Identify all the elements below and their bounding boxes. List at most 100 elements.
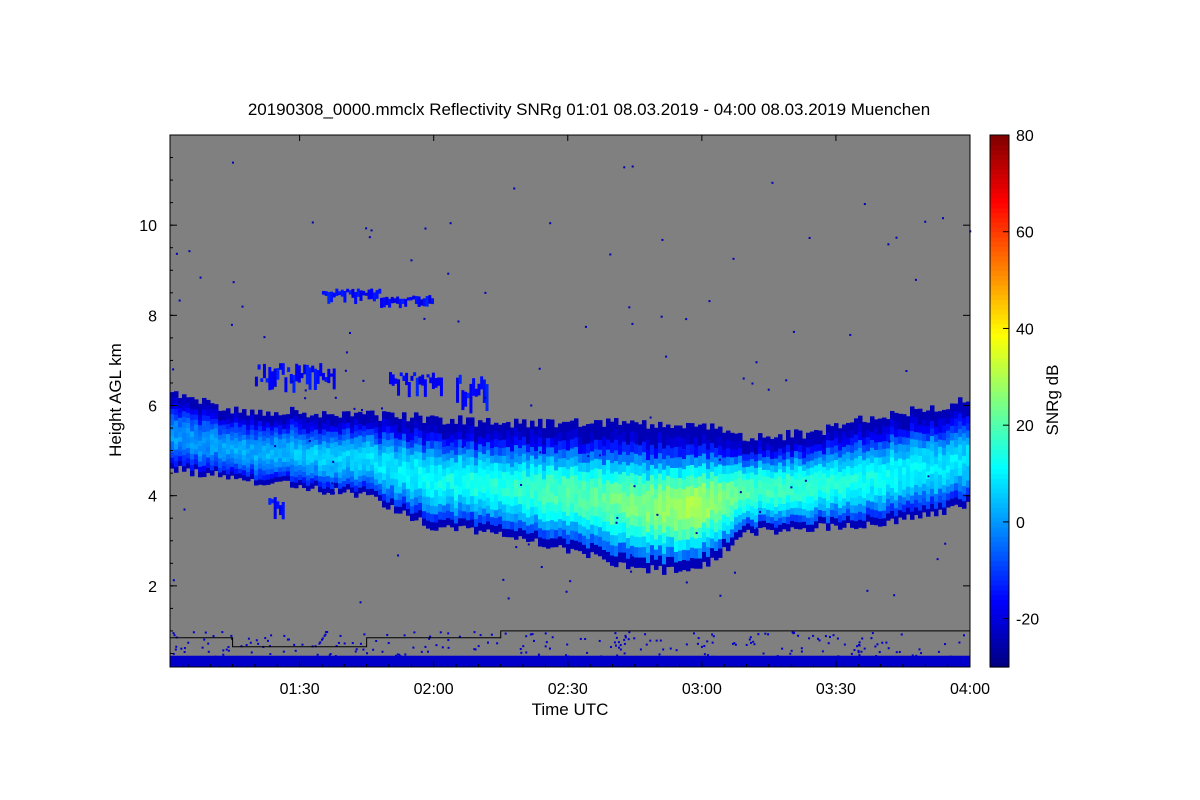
cloud-cell — [406, 468, 411, 476]
cloud-cell — [906, 416, 911, 424]
cloud-cell — [830, 509, 835, 517]
clutter-dot — [183, 650, 186, 653]
cloud-cell — [906, 430, 911, 438]
cloud-cell — [542, 436, 547, 446]
cloud-cell — [902, 414, 907, 423]
cloud-cell — [417, 296, 421, 307]
cloud-cell — [678, 467, 683, 478]
cloud-cell — [342, 486, 347, 493]
cloud-cell — [458, 423, 463, 432]
cloud-cell — [314, 480, 319, 486]
cloud-cell — [354, 467, 359, 474]
noise-dot — [895, 236, 898, 239]
cloud-cell — [866, 478, 871, 487]
cloud-cell — [754, 514, 759, 523]
cloud-cell — [814, 513, 819, 522]
cloud-cell — [846, 437, 851, 445]
cloud-cell — [534, 506, 539, 515]
cloud-cell — [494, 470, 499, 479]
clutter-dot — [413, 631, 416, 634]
cloud-cell — [766, 522, 771, 530]
cloud-cell — [674, 446, 679, 458]
cloud-cell — [478, 459, 483, 468]
cloud-cell — [898, 450, 903, 459]
cloud-cell — [550, 437, 555, 448]
cloud-cell — [870, 447, 875, 456]
cloud-cell — [858, 447, 863, 457]
cloud-cell — [238, 412, 243, 418]
clutter-dot — [220, 656, 223, 659]
cloud-cell — [702, 443, 707, 454]
cloud-cell — [874, 426, 879, 435]
cloud-cell — [346, 433, 351, 440]
cloud-cell — [570, 448, 575, 458]
cloud-cell — [746, 466, 751, 474]
cloud-cell — [782, 490, 787, 498]
cloud-cell — [338, 428, 343, 435]
cloud-cell — [406, 454, 411, 463]
cloud-cell — [394, 424, 399, 432]
cloud-cell — [558, 484, 563, 494]
cloud-cell — [846, 508, 851, 516]
cloud-cell — [474, 426, 479, 435]
cloud-cell — [450, 442, 455, 451]
cloud-cell — [270, 415, 275, 422]
cloud-cell — [350, 427, 355, 434]
cloud-cell — [382, 500, 387, 508]
cloud-cell — [342, 434, 347, 441]
cloud-cell — [714, 522, 719, 533]
cloud-cell — [614, 556, 619, 568]
clutter-dot — [525, 651, 528, 654]
cloud-cell — [634, 494, 639, 506]
cloud-cell — [326, 464, 331, 471]
cloud-cell — [918, 432, 923, 441]
cloud-cell — [502, 504, 507, 513]
cloud-cell — [310, 472, 315, 479]
clutter-dot — [320, 638, 323, 641]
cloud-cell — [174, 460, 179, 467]
cloud-cell — [558, 432, 563, 442]
cloud-cell — [966, 437, 971, 445]
cloud-cell — [786, 444, 791, 453]
cloud-cell — [506, 520, 511, 530]
clutter-dot — [757, 633, 760, 636]
cloud-cell — [254, 439, 259, 446]
cloud-cell — [590, 478, 595, 489]
cloud-cell — [798, 444, 803, 453]
cloud-cell — [242, 454, 247, 461]
cloud-cell — [582, 471, 587, 482]
clutter-dot — [734, 643, 737, 646]
cloud-cell — [402, 468, 407, 476]
cloud-cell — [650, 474, 655, 485]
cloud-cell — [206, 436, 211, 442]
cloud-cell — [930, 488, 935, 497]
clutter-dot — [447, 632, 450, 635]
cloud-cell — [770, 516, 775, 524]
clutter-dot — [832, 634, 835, 637]
colorbar-segment — [990, 357, 1009, 363]
cloud-cell — [950, 461, 955, 470]
cloud-cell — [634, 546, 639, 558]
noise-dot — [449, 222, 452, 225]
cloud-cell — [430, 439, 435, 449]
cloud-cell — [362, 469, 367, 476]
cloud-cell — [310, 483, 315, 489]
cloud-cell — [182, 399, 187, 406]
cloud-cell — [506, 446, 511, 456]
cloud-cell — [838, 442, 843, 451]
cloud-cell — [782, 440, 787, 448]
clutter-dot — [615, 636, 618, 639]
clutter-dot — [790, 649, 793, 652]
clutter-dot — [885, 641, 888, 644]
cloud-cell — [380, 297, 384, 308]
cloud-cell — [194, 439, 199, 445]
cloud-cell — [486, 441, 491, 451]
clutter-dot — [337, 641, 340, 644]
cloud-cell — [282, 442, 287, 448]
noise-dot — [927, 475, 930, 478]
cloud-cell — [558, 475, 563, 485]
cloud-cell — [554, 512, 559, 522]
cloud-cell — [702, 541, 707, 553]
cloud-cell — [402, 440, 407, 448]
clutter-dot — [335, 644, 338, 647]
